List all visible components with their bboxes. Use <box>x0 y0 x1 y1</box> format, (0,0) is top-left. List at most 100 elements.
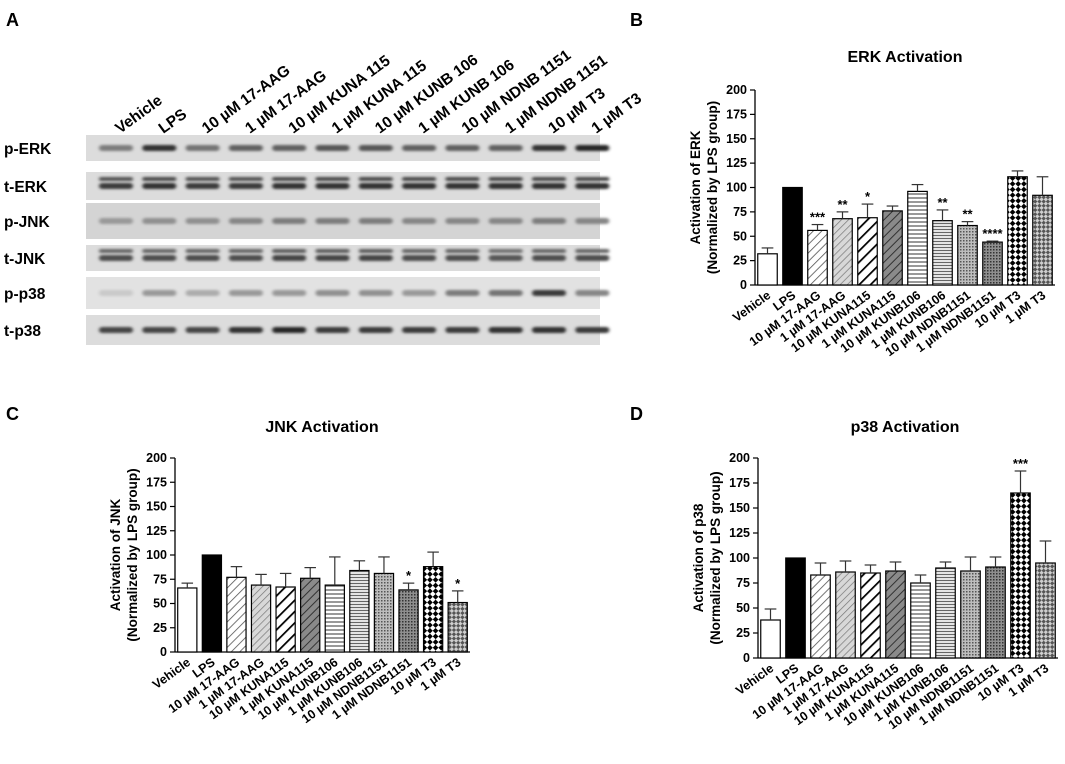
blot-band-upper <box>575 177 610 181</box>
blot-band <box>358 255 393 261</box>
blot-band <box>575 183 610 189</box>
y-tick-label: 125 <box>146 524 167 538</box>
bar <box>226 576 247 653</box>
blot-band-upper <box>272 177 307 181</box>
blot-band <box>228 145 263 151</box>
bar <box>832 218 853 286</box>
blot-band <box>228 327 263 333</box>
blot-band <box>99 327 133 333</box>
blot-band <box>532 255 566 261</box>
y-tick-label: 25 <box>733 254 747 268</box>
bar <box>782 186 803 286</box>
bar <box>1007 176 1028 286</box>
bar <box>398 589 419 653</box>
y-tick-label: 200 <box>146 451 167 465</box>
blot-band <box>142 327 177 333</box>
blot-band-upper <box>358 249 393 253</box>
blot-band <box>228 183 263 189</box>
significance-marker: *** <box>1013 456 1029 471</box>
blot-band <box>228 290 263 296</box>
y-tick-label: 50 <box>153 597 167 611</box>
blot-band <box>445 327 480 333</box>
blot-band <box>142 145 177 151</box>
bar <box>422 566 444 653</box>
chart-p38-activation: p38 Activation Activation of p38 (Normaliz… <box>691 419 1058 732</box>
y-tick-label: 150 <box>726 132 747 146</box>
y-tick-label: 0 <box>740 278 747 292</box>
bar <box>324 584 345 653</box>
significance-marker: ** <box>837 197 848 212</box>
blot-band <box>575 327 610 333</box>
y-tick-label: 200 <box>726 83 747 97</box>
x-tick-label: Vehicle <box>150 655 193 692</box>
blot-band <box>185 327 220 333</box>
blot-band-upper <box>532 177 566 181</box>
blot-band <box>99 145 133 151</box>
bar <box>960 570 981 659</box>
blot-band <box>445 145 480 151</box>
y-tick-label: 75 <box>736 576 750 590</box>
bar <box>785 557 806 659</box>
blot-band <box>402 327 437 333</box>
blot-band <box>445 183 480 189</box>
y-tick-label: 150 <box>729 501 750 515</box>
blot-band <box>488 327 523 333</box>
blot-row-label: p-JNK <box>4 214 50 231</box>
y-tick-label: 25 <box>736 626 750 640</box>
blot-band <box>228 255 263 261</box>
y-tick-label: 125 <box>726 156 747 170</box>
chart-jnk-activation: JNK Activation Activation of JNK (Normaliz… <box>108 419 470 726</box>
blot-band-upper <box>228 249 263 253</box>
blot-row-label: p-ERK <box>4 141 52 158</box>
blot-band <box>99 290 133 296</box>
bar <box>177 587 198 653</box>
y-axis-label-sub: (Normalized by LPS group) <box>705 101 720 274</box>
y-tick-label: 100 <box>146 548 167 562</box>
blot-row-label: t-p38 <box>4 323 41 340</box>
blot-band <box>445 218 480 224</box>
y-tick-label: 100 <box>729 551 750 565</box>
blot-band-upper <box>488 249 523 253</box>
blot-band-upper <box>445 249 480 253</box>
blot-band <box>575 255 610 261</box>
blot-band <box>402 255 437 261</box>
blot-band-upper <box>402 249 437 253</box>
blot-band-upper <box>315 177 350 181</box>
blot-band <box>315 290 350 296</box>
blot-band <box>99 218 133 224</box>
significance-marker: * <box>865 189 871 204</box>
blot-band <box>142 218 177 224</box>
y-axis-label: Activation of ERK <box>688 130 703 244</box>
blot-band <box>142 255 177 261</box>
bar <box>1035 562 1056 659</box>
blot-band <box>402 290 437 296</box>
y-tick-label: 150 <box>146 500 167 514</box>
blot-band <box>185 183 220 189</box>
bar <box>885 570 906 659</box>
blot-band <box>532 183 566 189</box>
significance-marker: ** <box>962 207 973 222</box>
blot-band <box>185 255 220 261</box>
blot-band <box>228 218 263 224</box>
bar <box>935 567 956 659</box>
blot-band-upper <box>228 177 263 181</box>
blot-band <box>488 255 523 261</box>
y-tick-label: 175 <box>729 476 750 490</box>
blot-band <box>358 218 393 224</box>
blot-band <box>272 255 307 261</box>
bar <box>373 572 395 653</box>
blot-band <box>272 183 307 189</box>
blot-band <box>99 255 133 261</box>
blot-band <box>315 255 350 261</box>
blot-band <box>402 218 437 224</box>
blot-band <box>358 290 393 296</box>
blot-band-upper <box>185 177 220 181</box>
bar <box>201 554 223 653</box>
bar <box>982 241 1003 286</box>
blot-band <box>445 255 480 261</box>
blot-band-upper <box>142 177 177 181</box>
bar <box>349 569 370 653</box>
bar <box>882 210 903 286</box>
blot-band-upper <box>445 177 480 181</box>
